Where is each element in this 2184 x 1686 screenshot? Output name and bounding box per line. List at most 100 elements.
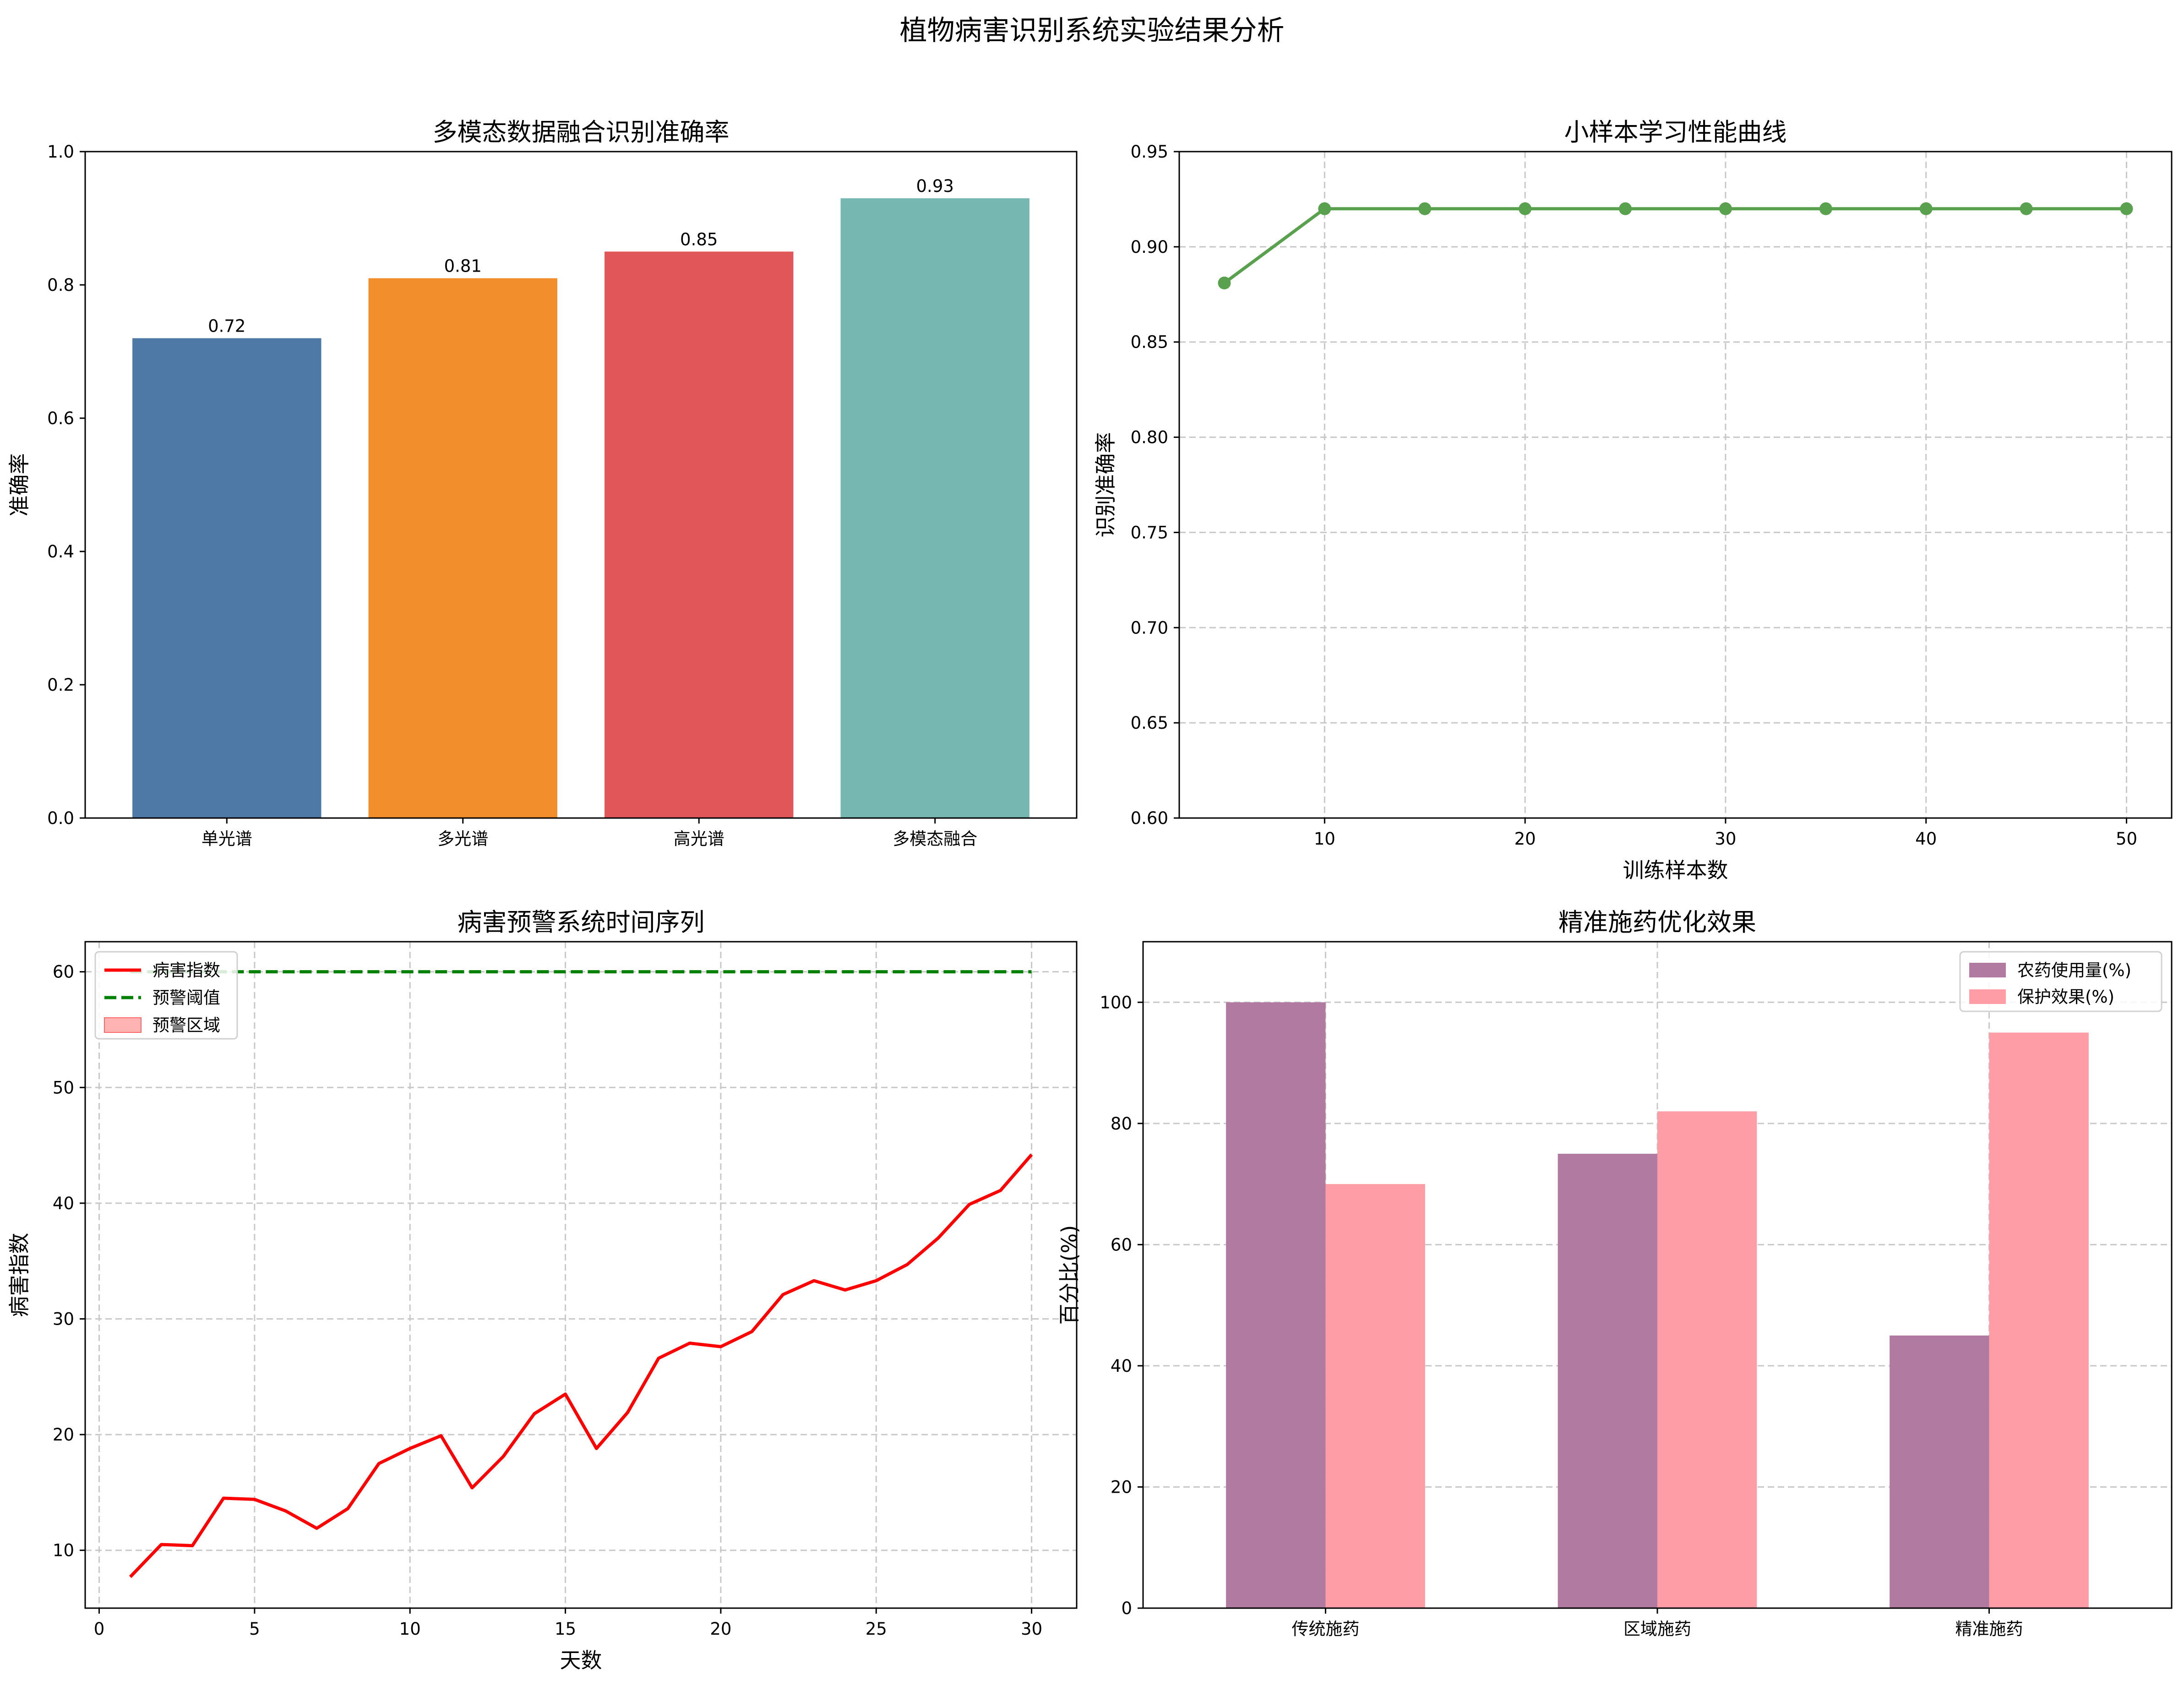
y-tick-label: 10 [53, 1541, 74, 1561]
y-tick-label: 0.4 [47, 542, 74, 562]
axes-frame [84, 151, 1078, 819]
y-tick-label: 20 [1111, 1477, 1132, 1497]
legend-label: 预警阈值 [152, 988, 220, 1008]
series-line [129, 1153, 1033, 1578]
bar-value-label: 0.72 [208, 316, 245, 336]
bar-value-label: 0.81 [444, 256, 482, 276]
x-tick-label: 40 [1915, 829, 1937, 849]
axes-frame [1178, 151, 2173, 819]
y-tick-label: 0.90 [1131, 237, 1168, 257]
legend-label: 农药使用量(%) [2017, 960, 2131, 980]
x-tick-label: 30 [1715, 829, 1736, 849]
data-point [1819, 202, 1832, 215]
data-point [2120, 202, 2133, 215]
y-tick-label: 40 [1111, 1356, 1132, 1376]
bar [840, 198, 1029, 818]
legend-box [94, 951, 238, 1040]
bar-chart-accuracy: 0.0 0.2 0.4 0.6 0.8 1.0 0.72 单光谱 0.81 多光谱 0.85 高光谱 0… [7, 118, 1078, 849]
chart-title: 病害预警系统时间序列 [457, 908, 705, 937]
grouped-bar-chart-spray: 0 20 40 60 80 100 传统施药 区域施药 精准施药 农药使用量(%) 保护效果(%) 精… [1057, 908, 2173, 1639]
y-tick-label: 0.60 [1131, 808, 1168, 828]
y-axis-label: 百分比(%) [1057, 1225, 1082, 1325]
data-point [1318, 202, 1331, 215]
y-axis-label: 准确率 [7, 453, 32, 517]
legend: 农药使用量(%) 保护效果(%) [1959, 951, 2162, 1012]
chart-title: 精准施药优化效果 [1558, 908, 1756, 937]
x-tick-label: 区域施药 [1623, 1619, 1691, 1639]
y-tick-label: 0.8 [47, 275, 74, 295]
bar [132, 338, 321, 818]
x-tick-label: 10 [399, 1619, 421, 1639]
bar [1890, 1335, 1989, 1608]
data-point [1519, 202, 1532, 215]
x-tick-label: 20 [710, 1619, 731, 1639]
legend-label: 保护效果(%) [2017, 987, 2114, 1007]
legend-label: 预警区域 [152, 1015, 220, 1035]
y-tick-label: 0.0 [47, 808, 74, 828]
y-tick-label: 1.0 [47, 142, 74, 162]
y-tick-label: 0.95 [1131, 142, 1168, 162]
bar [1558, 1153, 1657, 1608]
bar-value-label: 0.85 [680, 229, 718, 249]
figure-title: 植物病害识别系统实验结果分析 [899, 15, 1285, 47]
x-tick-label: 传统施药 [1291, 1619, 1359, 1639]
x-tick-label: 0 [94, 1619, 105, 1639]
y-tick-label: 0.65 [1131, 713, 1168, 733]
x-tick-label: 20 [1514, 829, 1536, 849]
data-point [1919, 202, 1933, 215]
y-tick-label: 0.75 [1131, 523, 1168, 542]
x-tick-label: 单光谱 [202, 829, 252, 849]
data-point [1418, 202, 1432, 215]
bar [368, 278, 557, 818]
y-axis-label: 病害指数 [7, 1233, 32, 1317]
y-tick-label: 0.85 [1131, 333, 1168, 352]
bar [1989, 1032, 2089, 1608]
y-tick-label: 0.2 [47, 675, 74, 695]
y-tick-label: 50 [53, 1078, 74, 1097]
y-tick-label: 40 [53, 1194, 74, 1213]
axes-frame [1142, 941, 2173, 1609]
data-point [2020, 202, 2033, 215]
bar [605, 251, 794, 818]
data-point [1719, 202, 1732, 215]
series-line [1223, 207, 2127, 284]
y-tick-label: 60 [53, 962, 74, 982]
y-axis-label: 识别准确率 [1093, 432, 1118, 538]
y-tick-label: 0.6 [47, 409, 74, 428]
x-tick-label: 30 [1021, 1619, 1042, 1639]
chart-title: 多模态数据融合识别准确率 [433, 118, 730, 147]
legend-box [1959, 951, 2162, 1012]
x-tick-label: 多光谱 [437, 829, 488, 849]
line-chart-few-shot: 0.60 0.65 0.70 0.75 0.80 0.85 0.90 0.95 10 20 30 40… [1093, 118, 2173, 883]
y-tick-label: 0.70 [1131, 618, 1168, 638]
bar [1325, 1184, 1425, 1608]
bar-value-label: 0.93 [916, 176, 954, 196]
y-tick-label: 20 [53, 1425, 74, 1445]
x-axis-label: 天数 [560, 1648, 602, 1673]
x-tick-label: 10 [1314, 829, 1335, 849]
bar [1226, 1002, 1326, 1608]
y-tick-label: 0.80 [1131, 428, 1168, 447]
legend-swatch [1969, 989, 2006, 1004]
legend-swatch [1969, 963, 2006, 977]
y-tick-label: 0 [1121, 1599, 1132, 1618]
x-tick-label: 高光谱 [674, 829, 724, 849]
y-tick-label: 100 [1100, 993, 1132, 1012]
bar [1657, 1111, 1757, 1608]
x-tick-label: 15 [555, 1619, 576, 1639]
x-tick-label: 25 [866, 1619, 887, 1639]
axes-frame [84, 941, 1078, 1609]
x-tick-label: 精准施药 [1955, 1619, 2023, 1639]
chart-title: 小样本学习性能曲线 [1564, 118, 1787, 147]
x-tick-label: 5 [249, 1619, 260, 1639]
x-tick-label: 50 [2116, 829, 2137, 849]
x-tick-label: 多模态融合 [893, 829, 977, 849]
y-tick-label: 60 [1111, 1235, 1132, 1255]
y-tick-label: 30 [53, 1309, 74, 1329]
data-point [1619, 202, 1632, 215]
y-tick-label: 80 [1111, 1114, 1132, 1134]
legend-label: 病害指数 [152, 960, 220, 980]
